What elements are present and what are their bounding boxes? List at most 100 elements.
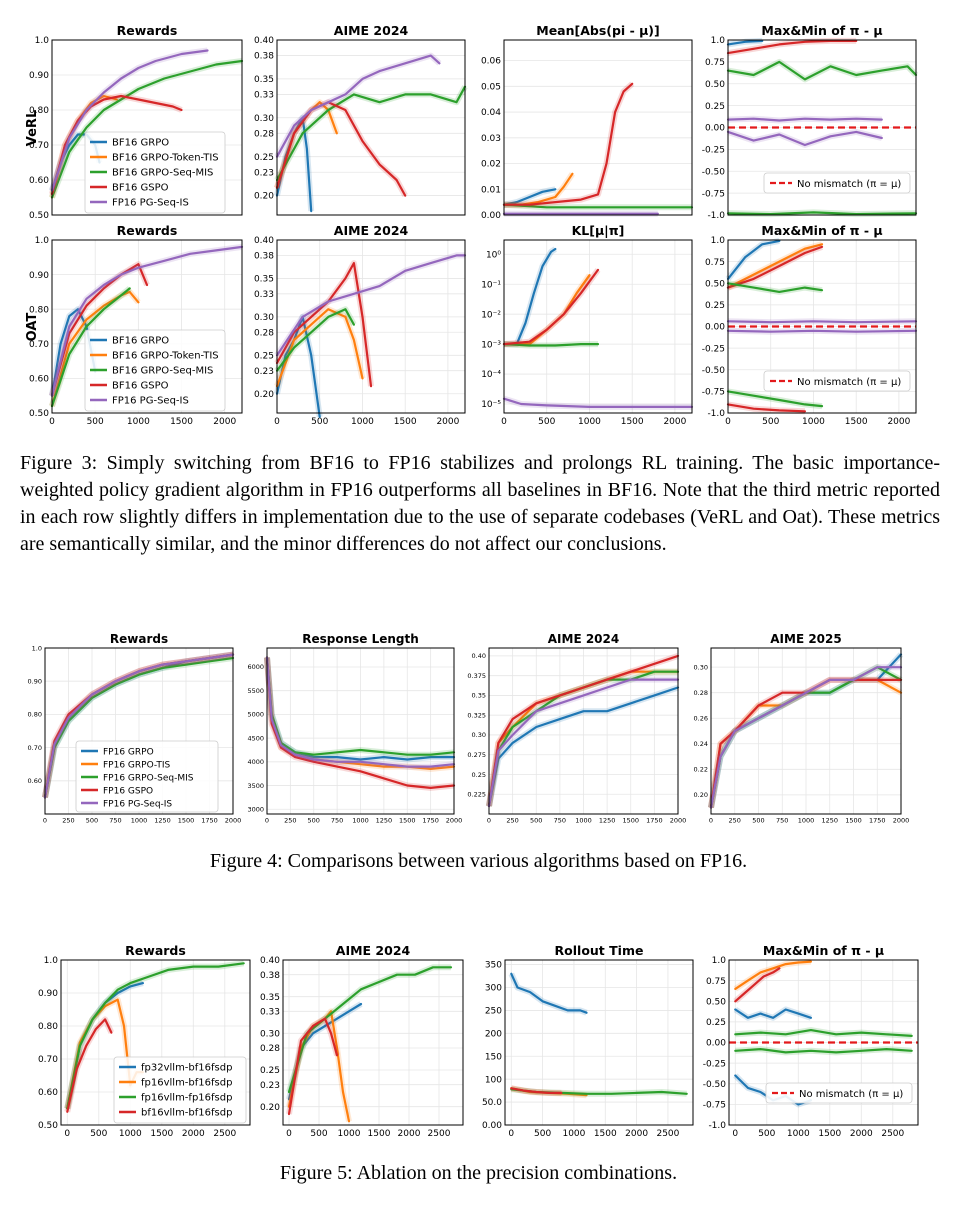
series-line: [502, 203, 694, 209]
chart-title: AIME 2024: [334, 223, 409, 238]
x-tick-label: 1500: [394, 417, 417, 427]
y-tick-label: 0.23: [254, 168, 274, 178]
y-tick-label: 350: [485, 961, 502, 971]
y-tick-label: 0.75: [705, 58, 725, 68]
x-tick-label: 0: [274, 417, 280, 427]
y-tick-label: -0.25: [703, 1059, 726, 1069]
x-tick-label: 1250: [599, 817, 616, 825]
x-tick-label: 0: [265, 817, 269, 825]
row-label-verl: VeRL: [25, 110, 40, 146]
chart-title: Rewards: [117, 23, 178, 38]
mismatch-label: No mismatch (π = μ): [797, 179, 901, 190]
mismatch-label: No mismatch (π = μ): [799, 1089, 903, 1100]
x-tick-label: 500: [308, 817, 320, 825]
y-tick-label: 1.0: [711, 236, 726, 246]
series-band: [504, 81, 635, 208]
series-line: [275, 308, 355, 372]
y-tick-label: 200: [485, 1029, 502, 1039]
series-line: [734, 1047, 913, 1054]
series-line: [709, 666, 903, 809]
legend-label: BF16 GSPO: [112, 183, 169, 194]
y-tick-label: 0.30: [694, 663, 708, 671]
series-line: [502, 343, 600, 347]
y-tick-label: -0.50: [702, 366, 726, 376]
series-line: [734, 960, 813, 991]
x-tick-label: 1000: [127, 417, 150, 427]
figure-5-caption: Figure 5: Ablation on the precision comb…: [279, 1162, 678, 1184]
y-tick-label: 3000: [247, 806, 264, 814]
x-tick-label: 1000: [338, 1129, 361, 1139]
x-tick-label: 500: [90, 1129, 107, 1139]
x-tick-label: 0: [43, 817, 47, 825]
series-line: [50, 263, 149, 397]
y-tick-label: 0.38: [254, 252, 274, 262]
series-line: [502, 397, 694, 408]
series-band: [727, 128, 883, 148]
axes-frame: [60, 959, 251, 1126]
axes-frame: [266, 647, 455, 815]
series-line: [726, 211, 918, 216]
chart-title: AIME 2025: [770, 632, 841, 646]
mismatch-legend-box: [765, 1082, 913, 1104]
y-tick-label: 0.75: [705, 258, 725, 268]
series-line: [265, 656, 456, 768]
y-tick-label: 10⁻³: [481, 340, 501, 350]
y-tick-label: 0.00: [705, 323, 725, 333]
y-tick-label: 150: [485, 1052, 502, 1062]
y-tick-label: 0.80: [29, 106, 49, 116]
x-tick-label: 1500: [170, 417, 193, 427]
y-tick-label: 0.04: [481, 108, 501, 118]
y-tick-label: 0.22: [694, 766, 708, 774]
x-tick-label: 1000: [578, 417, 601, 427]
x-tick-label: 750: [109, 817, 121, 825]
y-tick-label: 0.20: [254, 192, 274, 202]
legend-label: FP16 GRPO: [103, 748, 154, 758]
mismatch-legend-box: [763, 370, 911, 392]
legend-label: BF16 GSPO: [112, 381, 169, 392]
y-tick-label: -0.25: [702, 344, 725, 354]
x-tick-label: 0: [49, 417, 55, 427]
y-tick-label: 0.25: [254, 351, 274, 361]
x-tick-label: 2000: [663, 417, 686, 427]
y-tick-label: 0.40: [260, 956, 280, 966]
series-line: [50, 49, 209, 192]
legend-label: BF16 GRPO-Token-TIS: [112, 153, 219, 164]
y-tick-label: 0.75: [706, 977, 726, 987]
series-line: [726, 320, 918, 324]
y-tick-label: 0.02: [481, 160, 501, 170]
x-tick-label: 1750: [869, 817, 886, 825]
y-tick-label: 0.01: [481, 185, 501, 195]
axes-frame: [51, 39, 243, 216]
y-tick-label: 0.06: [481, 57, 501, 67]
legend-label: FP16 GRPO-Seq-MIS: [103, 774, 194, 784]
y-tick-label: 5000: [247, 711, 264, 719]
x-tick-label: 2000: [446, 817, 463, 825]
row-label-oat: OAT: [25, 313, 40, 342]
x-tick-label: 2000: [625, 1129, 648, 1139]
y-tick-label: 4500: [247, 734, 264, 742]
y-tick-label: 0.05: [481, 82, 501, 92]
x-tick-label: 0: [508, 1129, 514, 1139]
legend-label: FP16 PG-Seq-IS: [112, 396, 189, 407]
x-tick-label: 500: [752, 817, 764, 825]
y-tick-label: 0.70: [28, 744, 42, 752]
axes-frame: [503, 39, 693, 216]
legend-label: FP16 PG-Seq-IS: [112, 198, 189, 209]
y-tick-label: 0.70: [29, 340, 49, 350]
y-tick-label: -1.0: [707, 409, 725, 419]
axes-frame: [728, 959, 919, 1126]
series-line: [275, 308, 364, 388]
x-tick-label: 1500: [178, 817, 195, 825]
legend-label: bf16vllm-bf16fsdp: [141, 1108, 232, 1119]
y-tick-label: 10⁰: [486, 250, 501, 260]
x-tick-label: 500: [86, 817, 98, 825]
y-tick-label: 0.50: [705, 80, 725, 90]
legend-label: fp16vllm-fp16fsdp: [141, 1093, 232, 1104]
x-tick-label: 1000: [131, 817, 148, 825]
x-tick-label: 1500: [399, 817, 416, 825]
x-tick-label: 500: [534, 1129, 551, 1139]
series-line: [487, 654, 680, 808]
x-tick-label: 2500: [881, 1129, 904, 1139]
axes-frame: [488, 647, 679, 815]
x-tick-label: 500: [530, 817, 542, 825]
